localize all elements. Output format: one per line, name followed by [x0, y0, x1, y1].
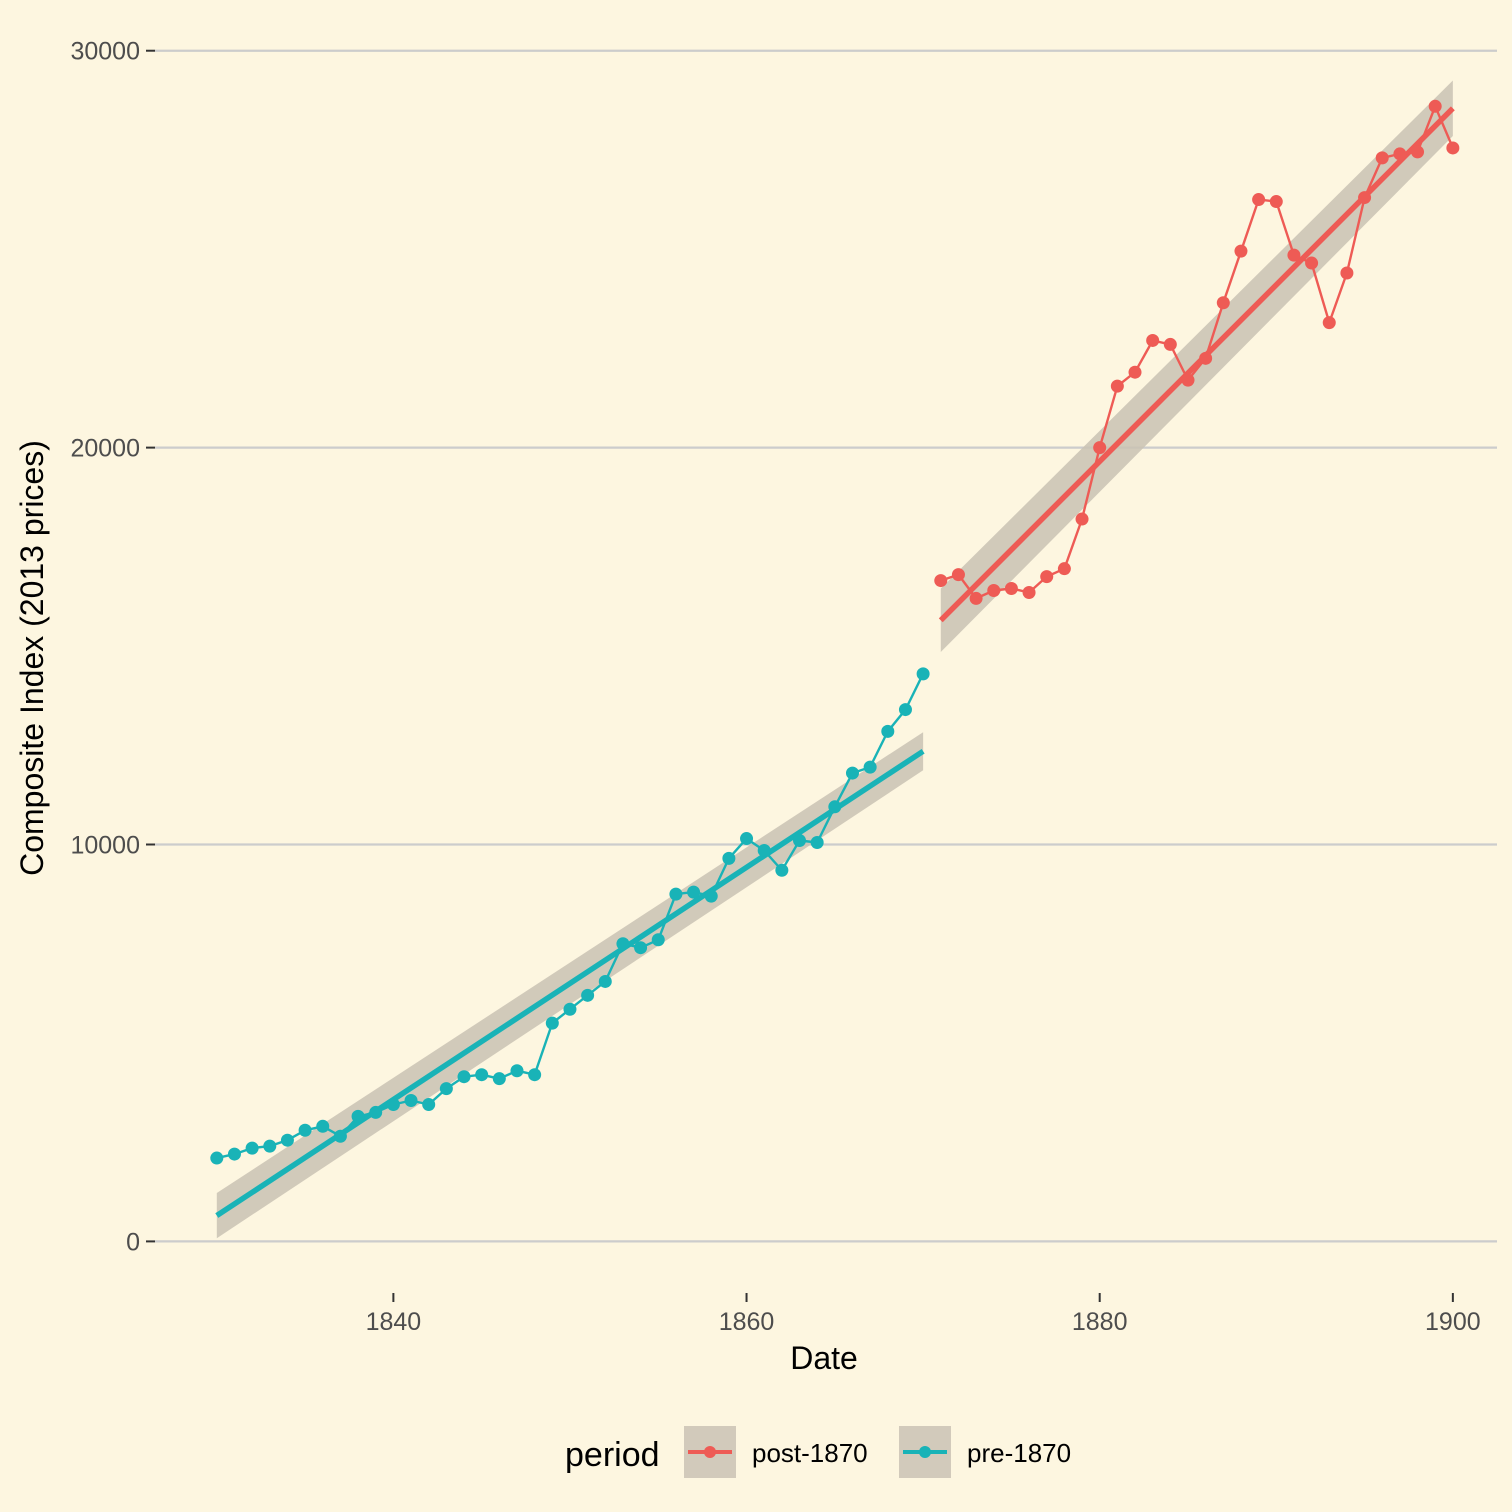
point-pre-1870-1842 [422, 1097, 436, 1111]
point-pre-1870-1850 [563, 1002, 577, 1016]
point-pre-1870-1860 [740, 832, 754, 846]
point-pre-1870-1830 [210, 1151, 224, 1165]
point-pre-1870-1853 [616, 937, 630, 951]
confidence-ribbons [216, 80, 1453, 1239]
point-pre-1870-1847 [510, 1064, 524, 1078]
point-post-1870-1874 [987, 583, 1001, 597]
point-pre-1870-1858 [704, 889, 718, 903]
series-line-pre-1870 [216, 673, 925, 1160]
point-pre-1870-1839 [369, 1105, 383, 1119]
point-pre-1870-1870 [916, 667, 930, 681]
gridlines [155, 49, 1497, 1243]
point-post-1870-1890 [1269, 195, 1283, 209]
point-post-1870-1893 [1322, 316, 1336, 330]
point-post-1870-1878 [1057, 562, 1071, 576]
point-post-1870-1899 [1428, 99, 1442, 113]
point-post-1870-1884 [1163, 337, 1177, 351]
point-post-1870-1875 [1004, 582, 1018, 596]
point-pre-1870-1857 [687, 885, 701, 899]
point-post-1870-1897 [1393, 147, 1407, 161]
point-pre-1870-1836 [316, 1119, 330, 1133]
y-tick-label-20000: 20000 [70, 435, 140, 463]
point-post-1870-1880 [1093, 441, 1107, 455]
point-pre-1870-1852 [598, 974, 612, 988]
point-post-1870-1877 [1040, 570, 1054, 584]
point-post-1870-1883 [1146, 333, 1160, 347]
point-pre-1870-1863 [793, 834, 807, 848]
x-tick-label-1880: 1880 [1072, 1308, 1128, 1336]
legend-key-point-pre-1870 [919, 1446, 931, 1458]
point-post-1870-1879 [1075, 512, 1089, 526]
point-pre-1870-1833 [263, 1139, 277, 1153]
point-pre-1870-1845 [475, 1068, 489, 1082]
point-pre-1870-1861 [757, 843, 771, 857]
point-pre-1870-1864 [810, 836, 824, 850]
y-tick-label-10000: 10000 [70, 832, 140, 860]
point-post-1870-1895 [1358, 191, 1372, 205]
x-tick-label-1840: 1840 [366, 1308, 422, 1336]
point-post-1870-1871 [934, 574, 948, 588]
point-pre-1870-1851 [581, 988, 595, 1002]
legend-item-pre-1870: pre-1870 [899, 1426, 1071, 1478]
point-pre-1870-1849 [545, 1016, 559, 1030]
point-post-1870-1889 [1252, 193, 1266, 207]
point-post-1870-1898 [1411, 145, 1425, 159]
point-pre-1870-1840 [386, 1097, 400, 1111]
trend-line-pre-1870 [215, 748, 925, 1218]
legend-key-point-post-1870 [704, 1446, 716, 1458]
y-axis-title: Composite Index (2013 prices) [14, 440, 50, 876]
legend-label-pre-1870: pre-1870 [967, 1438, 1071, 1468]
y-tick-label-30000: 30000 [70, 38, 140, 66]
point-pre-1870-1844 [457, 1070, 471, 1084]
series-lines [216, 105, 1455, 1160]
point-pre-1870-1832 [245, 1141, 259, 1155]
point-pre-1870-1866 [845, 766, 859, 780]
trend-line-post-1870 [938, 106, 1455, 623]
point-post-1870-1900 [1446, 141, 1460, 155]
point-post-1870-1886 [1199, 351, 1213, 365]
point-pre-1870-1869 [898, 703, 912, 717]
point-pre-1870-1862 [775, 863, 789, 877]
legend: period post-1870 pre-1870 [565, 1426, 1071, 1478]
point-pre-1870-1834 [280, 1133, 294, 1147]
point-pre-1870-1843 [439, 1082, 453, 1096]
point-post-1870-1894 [1340, 266, 1354, 280]
point-pre-1870-1846 [492, 1072, 506, 1086]
point-post-1870-1896 [1375, 151, 1389, 165]
point-pre-1870-1855 [651, 933, 665, 947]
point-post-1870-1891 [1287, 248, 1301, 262]
point-pre-1870-1854 [634, 941, 648, 955]
point-post-1870-1887 [1216, 296, 1230, 310]
point-post-1870-1872 [951, 568, 965, 582]
point-pre-1870-1865 [828, 800, 842, 814]
axes: 0 10000 20000 30000 1840 1860 1880 1900 [70, 38, 1480, 1336]
legend-item-post-1870: post-1870 [684, 1426, 868, 1478]
point-pre-1870-1835 [298, 1123, 312, 1137]
point-pre-1870-1859 [722, 851, 736, 865]
legend-label-post-1870: post-1870 [752, 1438, 868, 1468]
legend-title: period [565, 1436, 660, 1474]
point-pre-1870-1841 [404, 1094, 418, 1108]
y-tick-label-0: 0 [126, 1228, 140, 1256]
point-pre-1870-1831 [227, 1147, 241, 1161]
x-tick-label-1860: 1860 [719, 1308, 775, 1336]
point-post-1870-1882 [1128, 365, 1142, 379]
data-points [210, 99, 1460, 1165]
point-pre-1870-1868 [881, 724, 895, 738]
point-pre-1870-1837 [333, 1129, 347, 1143]
x-tick-label-1900: 1900 [1425, 1308, 1481, 1336]
point-pre-1870-1856 [669, 887, 683, 901]
point-post-1870-1885 [1181, 373, 1195, 387]
point-post-1870-1888 [1234, 244, 1248, 258]
point-post-1870-1876 [1022, 585, 1036, 599]
point-pre-1870-1867 [863, 760, 877, 774]
point-post-1870-1892 [1305, 256, 1319, 270]
point-post-1870-1881 [1110, 379, 1124, 393]
point-pre-1870-1838 [351, 1109, 365, 1123]
x-axis-title: Date [790, 1340, 858, 1376]
point-pre-1870-1848 [528, 1068, 542, 1082]
point-post-1870-1873 [969, 591, 983, 605]
